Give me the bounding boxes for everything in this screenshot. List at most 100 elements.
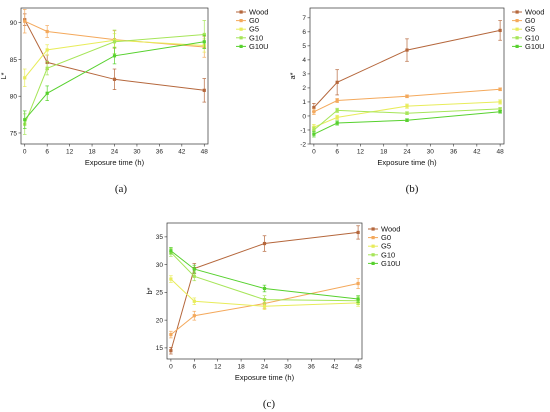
data-point — [356, 281, 360, 286]
data-point — [23, 76, 27, 80]
data-point — [335, 108, 339, 112]
legend-item-g5: G5 — [512, 25, 535, 34]
legend-item-g5: G5 — [236, 25, 259, 34]
plot-frame — [309, 7, 505, 145]
legend-marker — [239, 36, 243, 40]
legend-marker — [239, 44, 243, 48]
x-tick-label: 48 — [201, 149, 209, 156]
y-tick-label: 35 — [156, 234, 164, 241]
series-line — [313, 29, 501, 108]
x-tick-label: 0 — [169, 364, 173, 371]
x-tick-label: 18 — [380, 149, 388, 156]
x-tick-label: 30 — [284, 364, 292, 371]
y-tick-label: -1 — [300, 127, 306, 134]
y-tick-label: 20 — [156, 317, 164, 324]
y-tick-label: 1 — [302, 99, 306, 106]
data-point — [112, 77, 117, 81]
x-tick-label: 0 — [312, 149, 316, 156]
y-tick-label: -2 — [300, 141, 306, 148]
chart-panel-1: 0 6 12 18 24 30 36 42 48 75 80 85 90 Exposure time (h… — [0, 8, 269, 196]
legend-label: G5 — [249, 25, 259, 34]
series-g10u — [22, 34, 207, 129]
y-tick-label: 3 — [302, 71, 306, 78]
series-g10u — [169, 247, 360, 303]
y-tick-label: 90 — [10, 20, 18, 27]
series-wood — [312, 20, 502, 113]
data-point — [498, 100, 502, 104]
data-point — [169, 277, 173, 281]
data-point — [312, 132, 316, 136]
series-g0 — [312, 87, 502, 115]
y-axis-title: b* — [145, 287, 154, 294]
data-point — [112, 54, 117, 58]
legend-marker — [239, 10, 243, 14]
legend-marker — [371, 261, 375, 265]
y-tick-label: 75 — [10, 130, 18, 137]
data-point — [192, 274, 196, 278]
legend-label: G0 — [249, 16, 259, 25]
series-line — [170, 250, 359, 300]
panel-label: (a) — [115, 183, 128, 195]
x-tick-label: 36 — [156, 149, 164, 156]
legend-label: G0 — [381, 233, 391, 242]
series-line — [313, 111, 501, 135]
legend-item-g10: G10 — [236, 33, 263, 42]
x-axis-title: Exposure time (h) — [377, 158, 437, 167]
data-point — [335, 80, 339, 84]
y-tick-label: 4 — [302, 57, 306, 64]
data-point — [405, 48, 409, 52]
x-tick-label: 48 — [354, 364, 362, 371]
data-point — [262, 304, 267, 308]
legend-item-wood: Wood — [236, 8, 268, 17]
data-point — [312, 110, 316, 114]
series-line — [170, 252, 359, 302]
data-point — [45, 66, 49, 70]
data-point — [262, 241, 267, 246]
data-point — [23, 19, 27, 23]
data-point — [312, 128, 316, 132]
legend-item-g10u: G10U — [236, 42, 269, 51]
x-axis-title: Exposure time (h) — [235, 373, 295, 382]
data-point — [356, 230, 360, 235]
data-point — [498, 110, 502, 114]
x-tick-label: 48 — [497, 149, 505, 156]
y-tick-label: 85 — [10, 57, 18, 64]
legend-label: G10 — [525, 33, 539, 42]
y-tick-label: 6 — [302, 29, 306, 36]
data-point — [169, 332, 173, 337]
data-point — [192, 299, 196, 303]
data-point — [192, 314, 196, 318]
data-point — [498, 28, 502, 33]
series-g10u — [312, 110, 502, 138]
data-point — [262, 298, 267, 302]
x-tick-label: 36 — [308, 364, 316, 371]
legend-marker — [515, 27, 519, 31]
legend-label: G10 — [381, 250, 395, 259]
legend-item-g0: G0 — [236, 16, 259, 25]
data-point — [312, 105, 316, 110]
series-line — [24, 41, 205, 121]
y-tick-label: 7 — [302, 15, 306, 22]
legend-marker — [371, 244, 375, 248]
x-tick-label: 12 — [214, 364, 222, 371]
x-tick-label: 24 — [261, 364, 269, 371]
series-g5 — [312, 99, 502, 131]
x-tick-label: 6 — [45, 149, 49, 156]
data-point — [23, 118, 27, 122]
chart-panel-3: 0 6 12 18 24 30 36 42 48 15 20 25 30 35 Exposure time … — [145, 222, 401, 410]
series-line — [313, 108, 501, 131]
legend-item-wood: Wood — [512, 8, 544, 17]
data-point — [335, 121, 339, 125]
legend-label: Wood — [525, 8, 544, 17]
data-point — [405, 104, 409, 108]
legend-label: G0 — [525, 16, 535, 25]
legend-item-g10: G10 — [368, 250, 395, 259]
data-point — [192, 267, 196, 271]
data-point — [112, 40, 117, 44]
legend-label: Wood — [381, 225, 400, 234]
x-tick-label: 24 — [111, 149, 119, 156]
